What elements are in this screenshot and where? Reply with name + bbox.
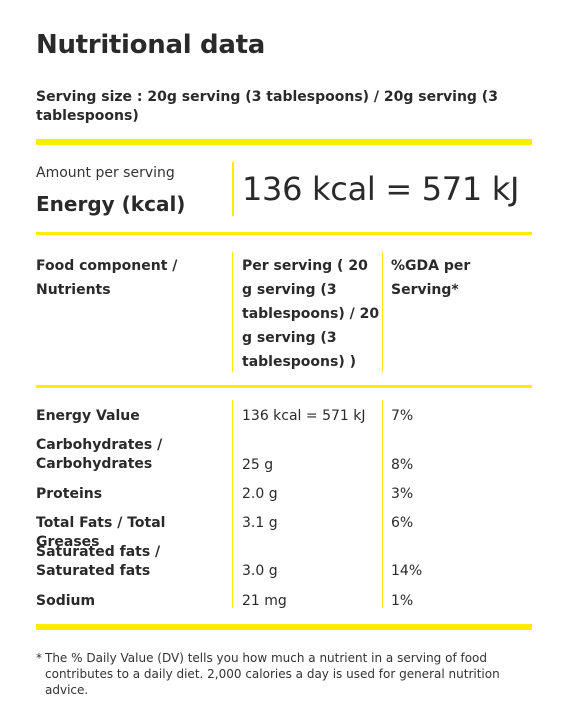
nutrient-name: Carbohydrates / Carbohydrates bbox=[36, 437, 163, 472]
footnote-text: The % Daily Value (DV) tells you how muc… bbox=[45, 651, 500, 697]
energy-divider bbox=[232, 162, 234, 216]
nutrient-value: 136 kcal = 571 kJ bbox=[242, 408, 366, 424]
nutrient-gda: 6% bbox=[391, 515, 414, 531]
header-gda: %GDA per Serving* bbox=[391, 258, 471, 298]
footnote: * The % Daily Value (DV) tells you how m… bbox=[36, 650, 516, 698]
nutrient-gda: 8% bbox=[391, 457, 414, 473]
nutrient-value: 3.0 g bbox=[242, 563, 278, 579]
footnote-marker: * bbox=[36, 651, 42, 665]
nutrient-gda: 3% bbox=[391, 486, 414, 502]
nutrient-value: 21 mg bbox=[242, 593, 287, 609]
rows-divider-1 bbox=[232, 400, 233, 608]
nutrient-value: 25 g bbox=[242, 457, 274, 473]
header-food-component: Food component / Nutrients bbox=[36, 258, 178, 298]
energy-label: Energy (kcal) bbox=[36, 192, 186, 216]
nutrient-gda: 14% bbox=[391, 563, 423, 579]
energy-bottom-divider bbox=[36, 232, 532, 235]
top-divider bbox=[36, 139, 532, 145]
page-title: Nutritional data bbox=[36, 30, 265, 60]
nutrient-name: Energy Value bbox=[36, 408, 140, 424]
bottom-divider bbox=[36, 624, 532, 630]
rows-divider-2 bbox=[382, 400, 383, 608]
nutrient-name: Sodium bbox=[36, 593, 96, 609]
energy-value: 136 kcal = 571 kJ bbox=[242, 170, 520, 208]
nutrient-name: Total Fats / Total Greases bbox=[36, 515, 166, 550]
nutrient-value: 2.0 g bbox=[242, 486, 278, 502]
nutrient-name: Saturated fats / Saturated fats bbox=[36, 544, 161, 579]
header-per-serving: Per serving ( 20 g serving (3 tablespoon… bbox=[242, 258, 380, 370]
header-divider-2 bbox=[382, 252, 383, 372]
amount-per-serving-label: Amount per serving bbox=[36, 165, 175, 181]
nutrient-value: 3.1 g bbox=[242, 515, 278, 531]
header-bottom-divider bbox=[36, 385, 532, 388]
header-divider-1 bbox=[232, 252, 233, 372]
serving-size: Serving size : 20g serving (3 tablespoon… bbox=[36, 89, 498, 124]
nutrient-gda: 1% bbox=[391, 593, 414, 609]
nutrient-name: Proteins bbox=[36, 486, 103, 502]
nutrient-gda: 7% bbox=[391, 408, 414, 424]
